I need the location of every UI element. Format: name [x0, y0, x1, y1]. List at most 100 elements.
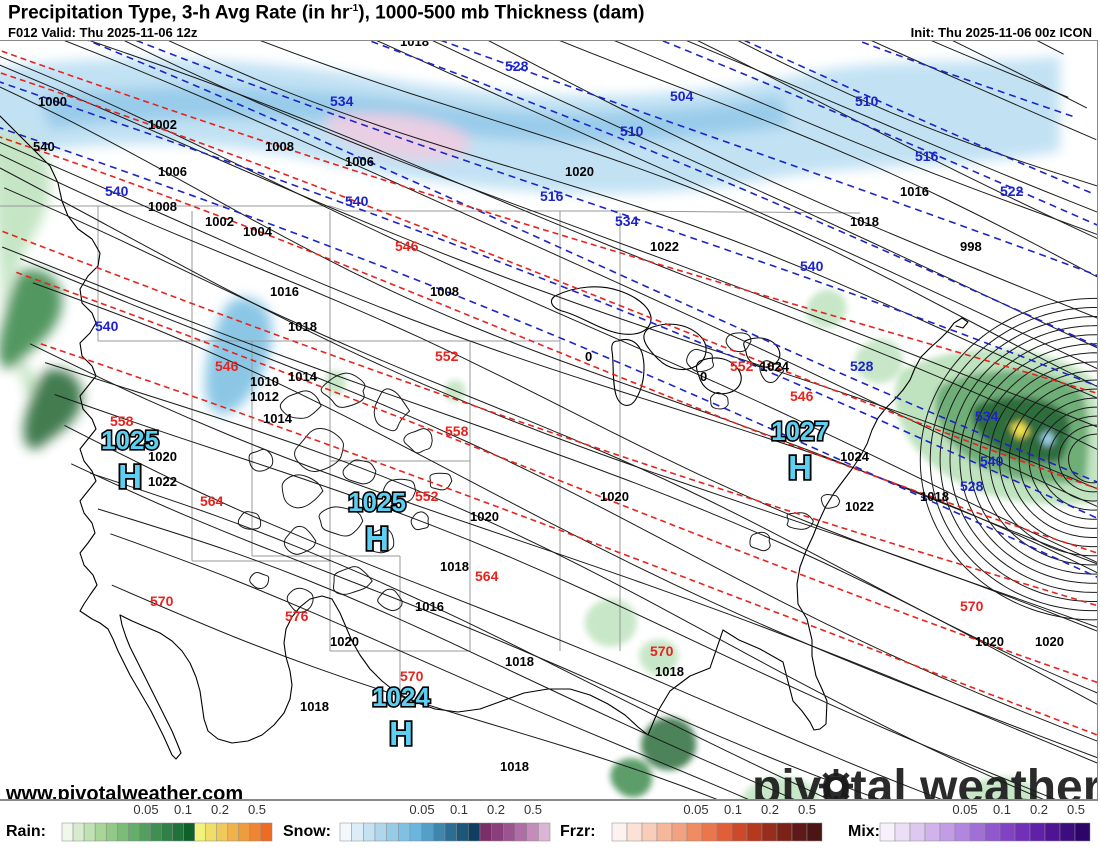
svg-text:516: 516: [540, 188, 564, 204]
svg-text:546: 546: [395, 238, 419, 254]
svg-text:1008: 1008: [148, 199, 177, 214]
svg-text:H: H: [118, 458, 142, 495]
svg-text:1014: 1014: [263, 411, 293, 426]
svg-text:0.1: 0.1: [993, 803, 1011, 817]
svg-text:1016: 1016: [900, 184, 929, 199]
svg-text:1020: 1020: [1035, 634, 1064, 649]
svg-text:0.5: 0.5: [1067, 803, 1085, 817]
svg-text:0.2: 0.2: [487, 803, 505, 817]
svg-text:H: H: [365, 520, 389, 557]
svg-text:1014: 1014: [288, 369, 318, 384]
svg-text:0.05: 0.05: [952, 803, 977, 817]
svg-text:534: 534: [975, 408, 999, 424]
svg-text:570: 570: [960, 598, 984, 614]
svg-text:0.2: 0.2: [211, 803, 229, 817]
svg-text:1020: 1020: [975, 634, 1004, 649]
svg-text:1018: 1018: [400, 41, 429, 49]
svg-text:1002: 1002: [205, 214, 234, 229]
svg-text:0.1: 0.1: [450, 803, 468, 817]
svg-text:1018: 1018: [440, 559, 469, 574]
svg-text:H: H: [389, 715, 413, 752]
svg-text:540: 540: [95, 318, 119, 334]
svg-text:510: 510: [855, 93, 879, 109]
svg-text:570: 570: [150, 593, 174, 609]
svg-text:0.5: 0.5: [798, 803, 816, 817]
svg-text:1018: 1018: [288, 319, 317, 334]
svg-text:1010: 1010: [250, 374, 279, 389]
svg-text:552: 552: [435, 348, 459, 364]
svg-text:1018: 1018: [505, 654, 534, 669]
svg-text:540: 540: [33, 139, 55, 154]
svg-text:1018: 1018: [850, 214, 879, 229]
svg-text:510: 510: [620, 123, 644, 139]
svg-text:516: 516: [915, 148, 939, 164]
svg-text:0.2: 0.2: [761, 803, 779, 817]
svg-text:546: 546: [790, 388, 814, 404]
svg-text:528: 528: [850, 358, 874, 374]
svg-text:0.5: 0.5: [524, 803, 542, 817]
svg-text:564: 564: [200, 493, 224, 509]
svg-text:552: 552: [415, 488, 439, 504]
svg-text:1020: 1020: [470, 509, 499, 524]
svg-text:1012: 1012: [250, 389, 279, 404]
svg-text:552: 552: [730, 358, 754, 374]
svg-text:www.pivotalweather.com: www.pivotalweather.com: [5, 783, 243, 801]
svg-text:0: 0: [585, 349, 592, 364]
svg-text:0.5: 0.5: [248, 803, 266, 817]
svg-text:1022: 1022: [845, 499, 874, 514]
svg-text:0.1: 0.1: [724, 803, 742, 817]
svg-text:528: 528: [505, 58, 529, 74]
svg-text:564: 564: [475, 568, 499, 584]
svg-text:Frzr:: Frzr:: [560, 823, 596, 840]
svg-text:1025: 1025: [348, 487, 406, 517]
svg-text:998: 998: [960, 239, 982, 254]
svg-text:1004: 1004: [243, 224, 273, 239]
svg-text:1008: 1008: [265, 139, 294, 154]
svg-text:1016: 1016: [415, 599, 444, 614]
svg-text:1024: 1024: [840, 449, 870, 464]
svg-text:570: 570: [650, 643, 674, 659]
svg-text:1022: 1022: [148, 474, 177, 489]
svg-text:1002: 1002: [148, 117, 177, 132]
svg-text:540: 540: [800, 258, 824, 274]
svg-text:1018: 1018: [500, 759, 529, 774]
svg-text:Mix:: Mix:: [848, 823, 880, 840]
svg-text:546: 546: [215, 358, 239, 374]
svg-text:1018: 1018: [300, 699, 329, 714]
svg-text:1006: 1006: [158, 164, 187, 179]
svg-text:0.2: 0.2: [1030, 803, 1048, 817]
svg-text:1020: 1020: [565, 164, 594, 179]
svg-text:pivotal weather: pivotal weather: [752, 761, 1098, 801]
svg-text:522: 522: [1000, 183, 1024, 199]
svg-text:540: 540: [105, 183, 129, 199]
svg-text:1016: 1016: [270, 284, 299, 299]
svg-text:1024: 1024: [372, 682, 430, 712]
svg-text:558: 558: [445, 423, 469, 439]
svg-text:1027: 1027: [771, 416, 829, 446]
svg-text:534: 534: [615, 213, 639, 229]
svg-text:0.05: 0.05: [133, 803, 158, 817]
svg-text:0.05: 0.05: [683, 803, 708, 817]
svg-text:534: 534: [330, 93, 354, 109]
svg-text:0.1: 0.1: [174, 803, 192, 817]
svg-text:0.05: 0.05: [409, 803, 434, 817]
svg-text:1018: 1018: [655, 664, 684, 679]
svg-text:528: 528: [960, 478, 984, 494]
svg-text:1020: 1020: [600, 489, 629, 504]
svg-text:1025: 1025: [101, 425, 159, 455]
svg-text:540: 540: [345, 193, 369, 209]
svg-text:1008: 1008: [430, 284, 459, 299]
svg-text:Snow:: Snow:: [283, 823, 331, 840]
svg-text:1024: 1024: [760, 359, 790, 374]
svg-text:540: 540: [980, 453, 1004, 469]
svg-text:504: 504: [670, 88, 694, 104]
svg-text:1000: 1000: [38, 94, 67, 109]
svg-text:1006: 1006: [345, 154, 374, 169]
svg-text:1018: 1018: [920, 489, 949, 504]
svg-text:0: 0: [700, 369, 707, 384]
svg-text:Rain:: Rain:: [6, 823, 46, 840]
svg-text:1020: 1020: [330, 634, 359, 649]
svg-text:H: H: [788, 449, 812, 486]
svg-text:576: 576: [285, 608, 309, 624]
svg-text:1022: 1022: [650, 239, 679, 254]
